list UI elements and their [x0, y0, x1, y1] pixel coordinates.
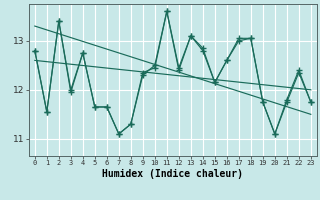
- X-axis label: Humidex (Indice chaleur): Humidex (Indice chaleur): [102, 169, 243, 179]
